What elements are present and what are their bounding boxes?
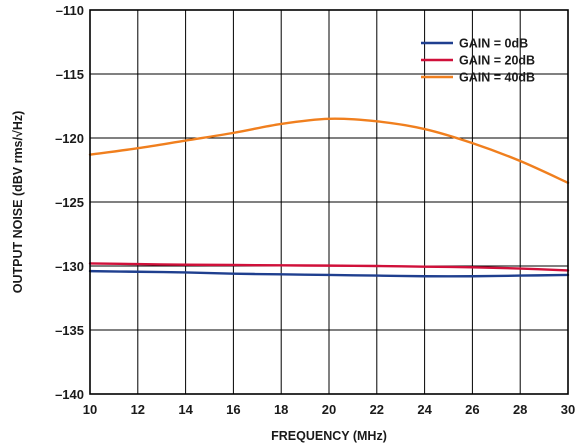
y-tick-label: –120 (55, 131, 84, 146)
x-tick-label: 14 (178, 402, 193, 417)
x-tick-label: 10 (83, 402, 97, 417)
x-tick-label: 26 (465, 402, 479, 417)
series-lines (88, 117, 570, 278)
legend-label: GAIN = 20dB (459, 54, 535, 68)
x-axis-title: FREQUENCY (MHz) (271, 429, 387, 443)
y-tick-label: –125 (55, 195, 84, 210)
legend-label: GAIN = 40dB (459, 71, 535, 85)
series-line-1 (88, 262, 570, 272)
x-tick-label: 24 (417, 402, 432, 417)
legend-label: GAIN = 0dB (459, 37, 528, 51)
x-tick-label: 22 (370, 402, 384, 417)
y-tick-label: –130 (55, 259, 84, 274)
grid (89, 9, 569, 395)
y-tick-label: –110 (56, 3, 84, 18)
series-line-0 (88, 269, 570, 278)
x-tick-label: 28 (513, 402, 527, 417)
y-tick-label: –115 (56, 67, 84, 82)
x-tick-label: 30 (561, 402, 575, 417)
x-tick-label: 16 (226, 402, 240, 417)
legend: GAIN = 0dB GAIN = 20dB GAIN = 40dB (421, 37, 535, 85)
y-tick-label: –140 (55, 387, 84, 402)
tick-labels: 10 12 14 16 18 20 22 24 26 28 30 –110 –115 –120 –125 –1… (55, 3, 575, 417)
series-line-2 (88, 117, 570, 184)
x-tick-label: 18 (274, 402, 288, 417)
y-axis-title: OUTPUT NOISE (dBV rms/√Hz) (11, 111, 25, 294)
x-tick-label: 12 (131, 402, 145, 417)
x-tick-label: 20 (322, 402, 336, 417)
plot-frame (89, 9, 569, 395)
y-tick-label: –135 (55, 323, 84, 338)
